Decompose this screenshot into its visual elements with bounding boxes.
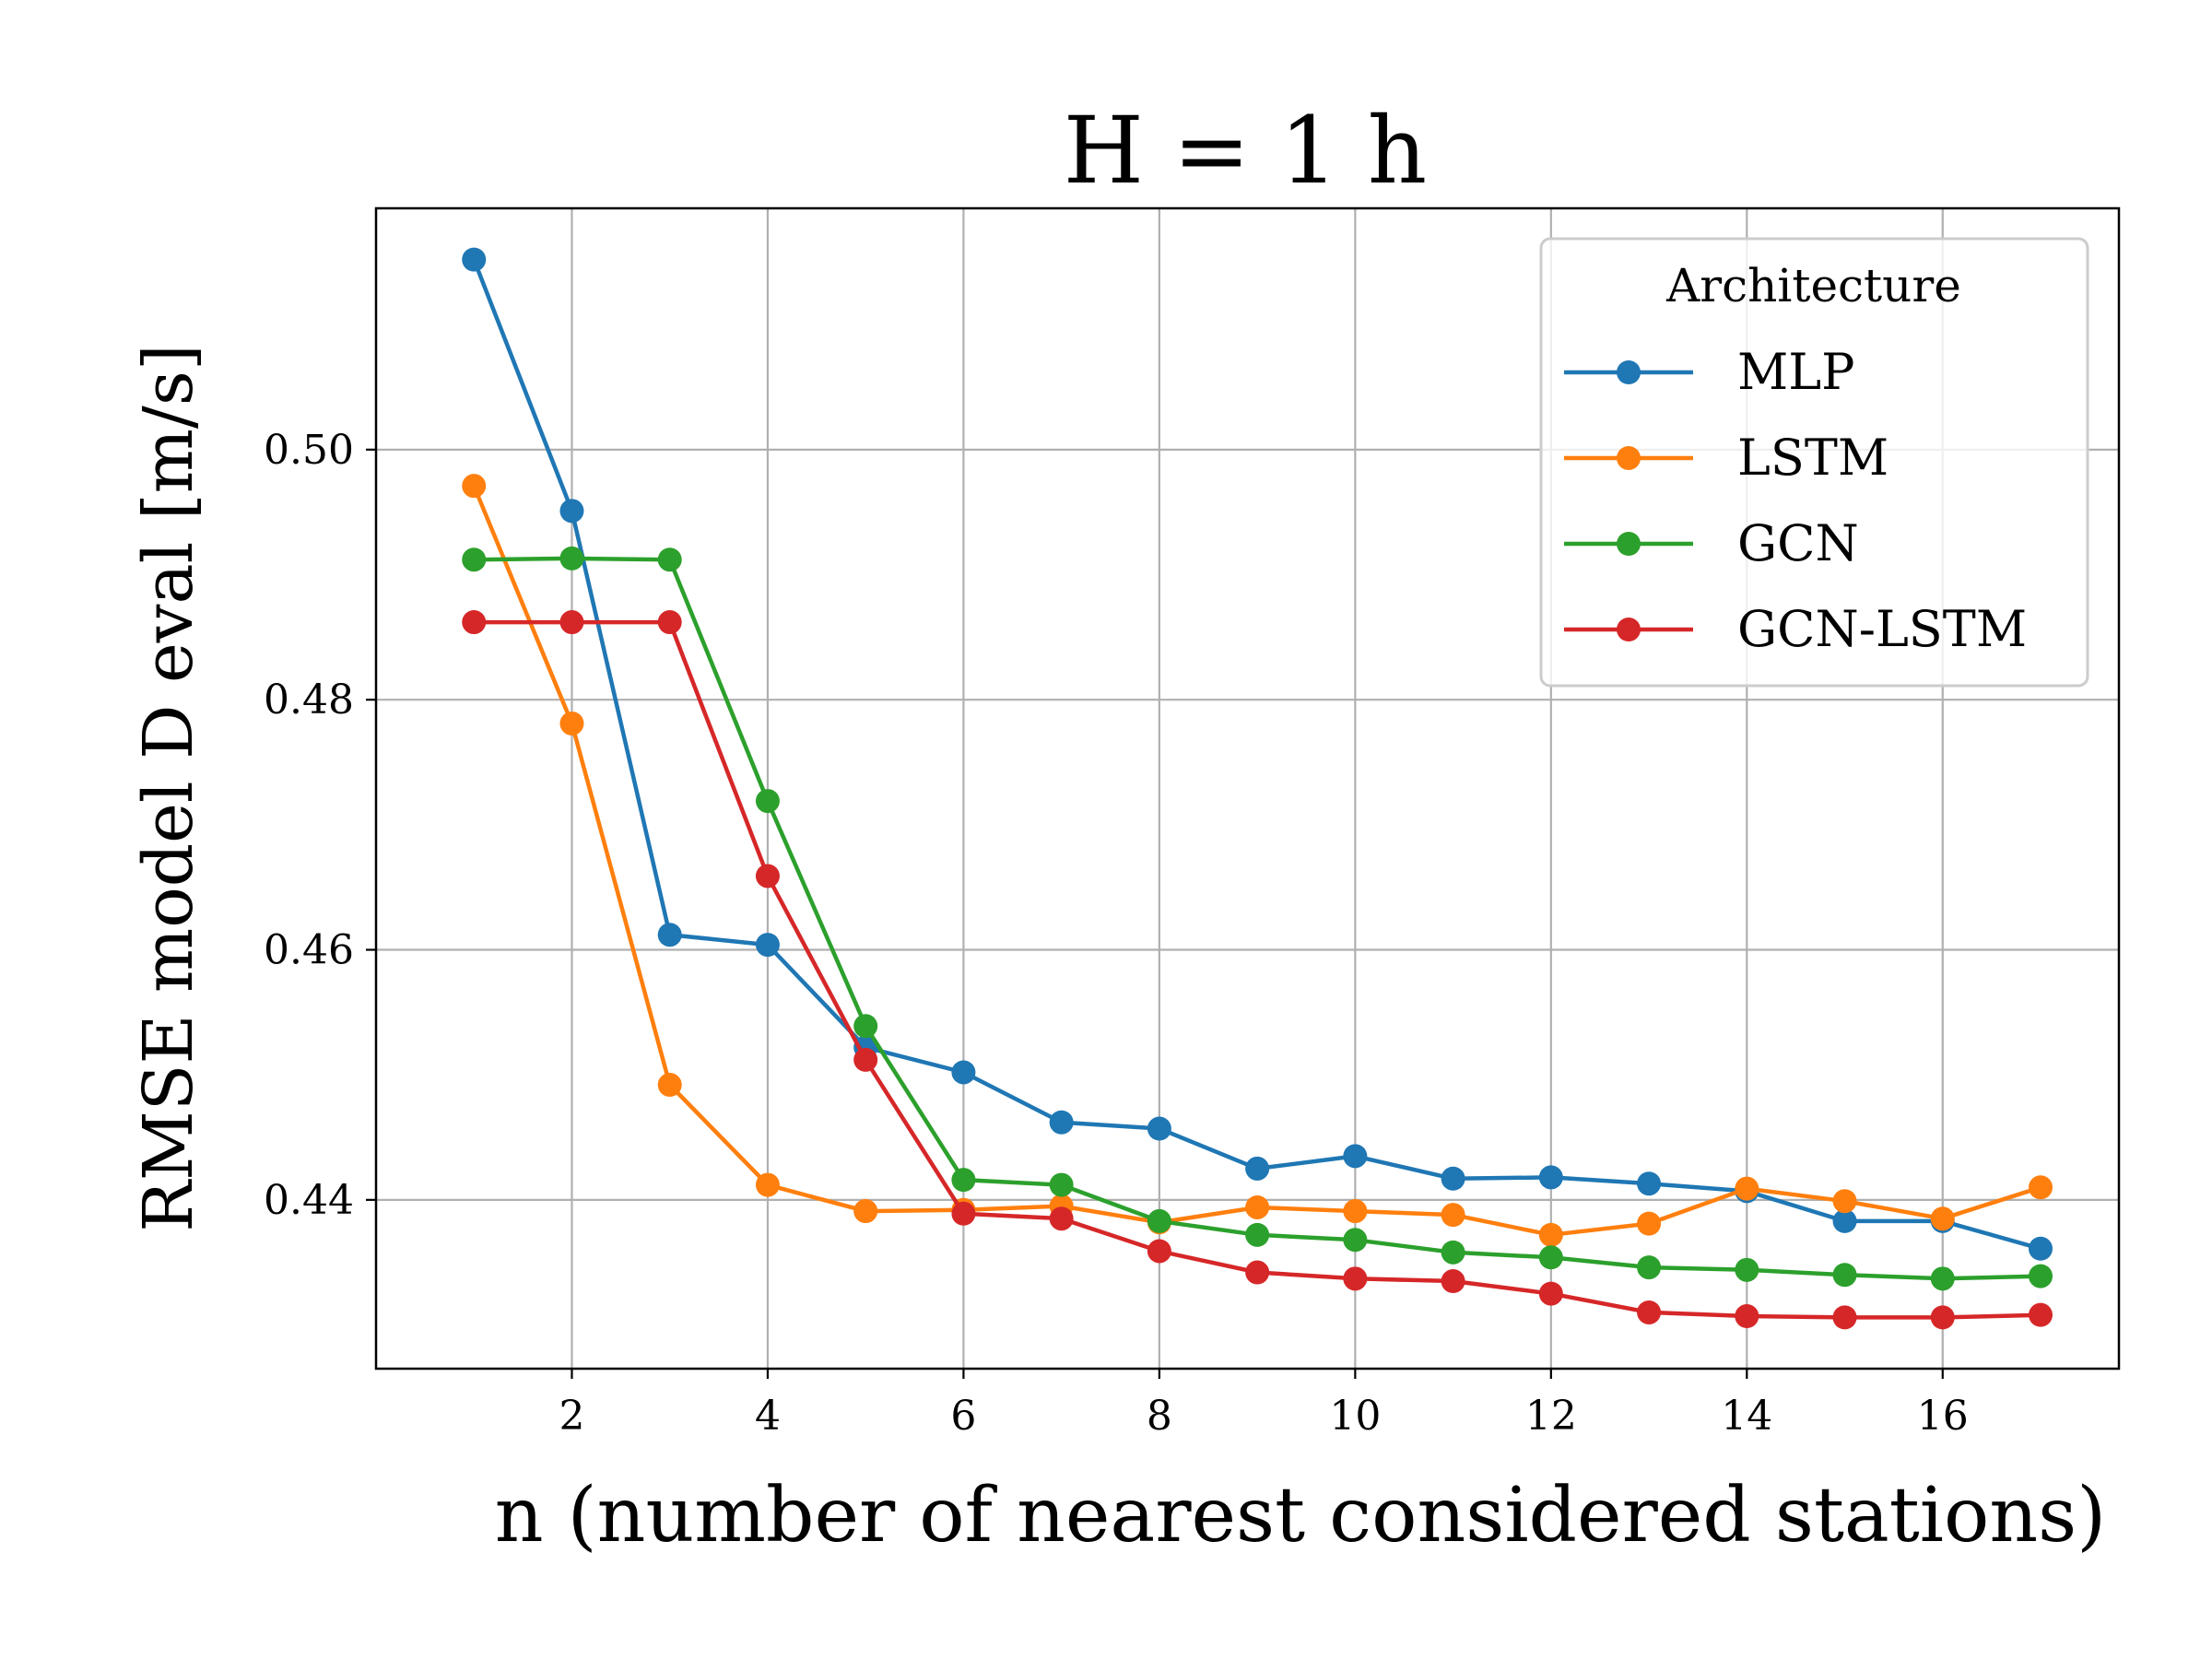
data-point-gcn-lstm: [559, 610, 584, 635]
data-point-gcn-lstm: [1343, 1266, 1368, 1291]
data-point-gcn-lstm: [1930, 1305, 1955, 1330]
data-point-lstm: [1637, 1211, 1662, 1236]
x-tick-label: 6: [950, 1393, 976, 1440]
data-point-gcn: [559, 546, 584, 571]
legend: Architecture MLP LSTM GCN GCN-LSTM: [1539, 237, 2089, 688]
data-point-mlp: [1245, 1156, 1270, 1181]
data-point-gcn-lstm: [1147, 1239, 1171, 1264]
data-point-lstm: [559, 711, 584, 735]
y-tick-label: 0.46: [264, 927, 354, 974]
data-point-gcn-lstm: [462, 610, 487, 635]
y-tick-label: 0.48: [264, 677, 354, 724]
data-point-lstm: [755, 1172, 780, 1197]
legend-swatch-marker-gcn: [1617, 532, 1641, 556]
data-point-lstm: [853, 1199, 878, 1224]
data-point-gcn: [1245, 1222, 1270, 1247]
data-point-gcn: [1538, 1245, 1563, 1270]
data-point-gcn-lstm: [1049, 1206, 1074, 1231]
legend-swatch-marker-mlp: [1617, 360, 1641, 384]
data-point-mlp: [1343, 1144, 1368, 1169]
data-point-lstm: [1538, 1222, 1563, 1247]
data-point-mlp: [1441, 1166, 1465, 1191]
data-point-lstm: [1930, 1206, 1955, 1231]
x-tick-label: 4: [755, 1393, 781, 1440]
data-point-gcn-lstm: [1832, 1305, 1857, 1330]
legend-label-mlp: MLP: [1737, 343, 1855, 401]
data-point-gcn: [951, 1168, 976, 1193]
data-point-gcn-lstm: [1637, 1300, 1662, 1324]
data-point-gcn-lstm: [1441, 1269, 1465, 1294]
data-point-lstm: [462, 474, 487, 499]
data-point-mlp: [755, 933, 780, 958]
data-point-lstm: [1735, 1176, 1759, 1201]
x-tick-label: 8: [1147, 1393, 1172, 1440]
x-tick-label: 14: [1721, 1393, 1772, 1440]
legend-swatch-marker-gcn-lstm: [1617, 618, 1641, 641]
x-tick-label: 2: [559, 1393, 584, 1440]
data-point-lstm: [657, 1073, 682, 1098]
data-point-lstm: [1343, 1199, 1368, 1224]
data-point-mlp: [559, 499, 584, 524]
data-point-gcn: [1930, 1266, 1955, 1291]
data-point-gcn-lstm: [755, 864, 780, 888]
plot-frame: [374, 206, 2121, 1371]
y-tick-label: 0.50: [264, 427, 354, 474]
legend-label-lstm: LSTM: [1737, 429, 1888, 487]
data-point-lstm: [1441, 1203, 1465, 1228]
data-point-gcn: [1637, 1255, 1662, 1280]
x-tick-label: 12: [1525, 1393, 1577, 1440]
x-tick-label: 10: [1329, 1393, 1381, 1440]
y-axis-label: RMSE model D eval [m/s]: [129, 344, 208, 1231]
legend-label-gcn-lstm: GCN-LSTM: [1737, 600, 2027, 658]
data-point-mlp: [1049, 1110, 1074, 1135]
data-point-mlp: [1538, 1165, 1563, 1190]
data-point-gcn-lstm: [951, 1201, 976, 1226]
y-tick-label: 0.44: [264, 1177, 354, 1224]
data-point-gcn: [1735, 1257, 1759, 1282]
data-point-gcn: [1147, 1208, 1171, 1233]
data-point-mlp: [1832, 1208, 1857, 1233]
series-layer: [462, 247, 2053, 1330]
chart-title: H = 1 h: [1064, 97, 1427, 205]
data-point-gcn: [657, 547, 682, 572]
data-point-mlp: [1147, 1116, 1171, 1141]
legend-box: [1539, 237, 2089, 688]
data-point-gcn-lstm: [1735, 1304, 1759, 1329]
data-point-lstm: [2029, 1175, 2053, 1200]
x-tick-label: 16: [1917, 1393, 1969, 1440]
data-point-lstm: [1832, 1189, 1857, 1214]
data-point-gcn: [1441, 1240, 1465, 1265]
data-point-mlp: [657, 923, 682, 947]
data-point-gcn: [853, 1014, 878, 1039]
data-point-gcn: [2029, 1264, 2053, 1288]
x-axis-label: n (number of nearest considered stations…: [495, 1472, 2106, 1559]
data-point-mlp: [1637, 1171, 1662, 1196]
legend-items: MLP LSTM GCN GCN-LSTM: [1564, 343, 2027, 658]
data-point-mlp: [462, 247, 487, 272]
data-point-lstm: [1245, 1194, 1270, 1219]
data-point-gcn-lstm: [1245, 1260, 1270, 1285]
data-point-gcn: [1832, 1263, 1857, 1288]
data-point-gcn: [755, 789, 780, 814]
data-point-mlp: [2029, 1236, 2053, 1261]
legend-title: Architecture: [1665, 259, 1961, 312]
data-point-gcn-lstm: [853, 1047, 878, 1072]
data-point-gcn: [1343, 1228, 1368, 1253]
data-point-mlp: [951, 1060, 976, 1085]
data-point-gcn-lstm: [1538, 1281, 1563, 1306]
legend-label-gcn: GCN: [1737, 514, 1859, 572]
legend-swatch-marker-lstm: [1617, 446, 1641, 470]
data-point-gcn: [462, 547, 487, 572]
data-point-gcn-lstm: [657, 610, 682, 635]
data-point-gcn-lstm: [2029, 1302, 2053, 1327]
axis-ticks: 2 4 6 8 10 12 14 16 0.44 0.46 0.48 0.50: [264, 427, 1969, 1440]
data-point-gcn: [1049, 1172, 1074, 1197]
